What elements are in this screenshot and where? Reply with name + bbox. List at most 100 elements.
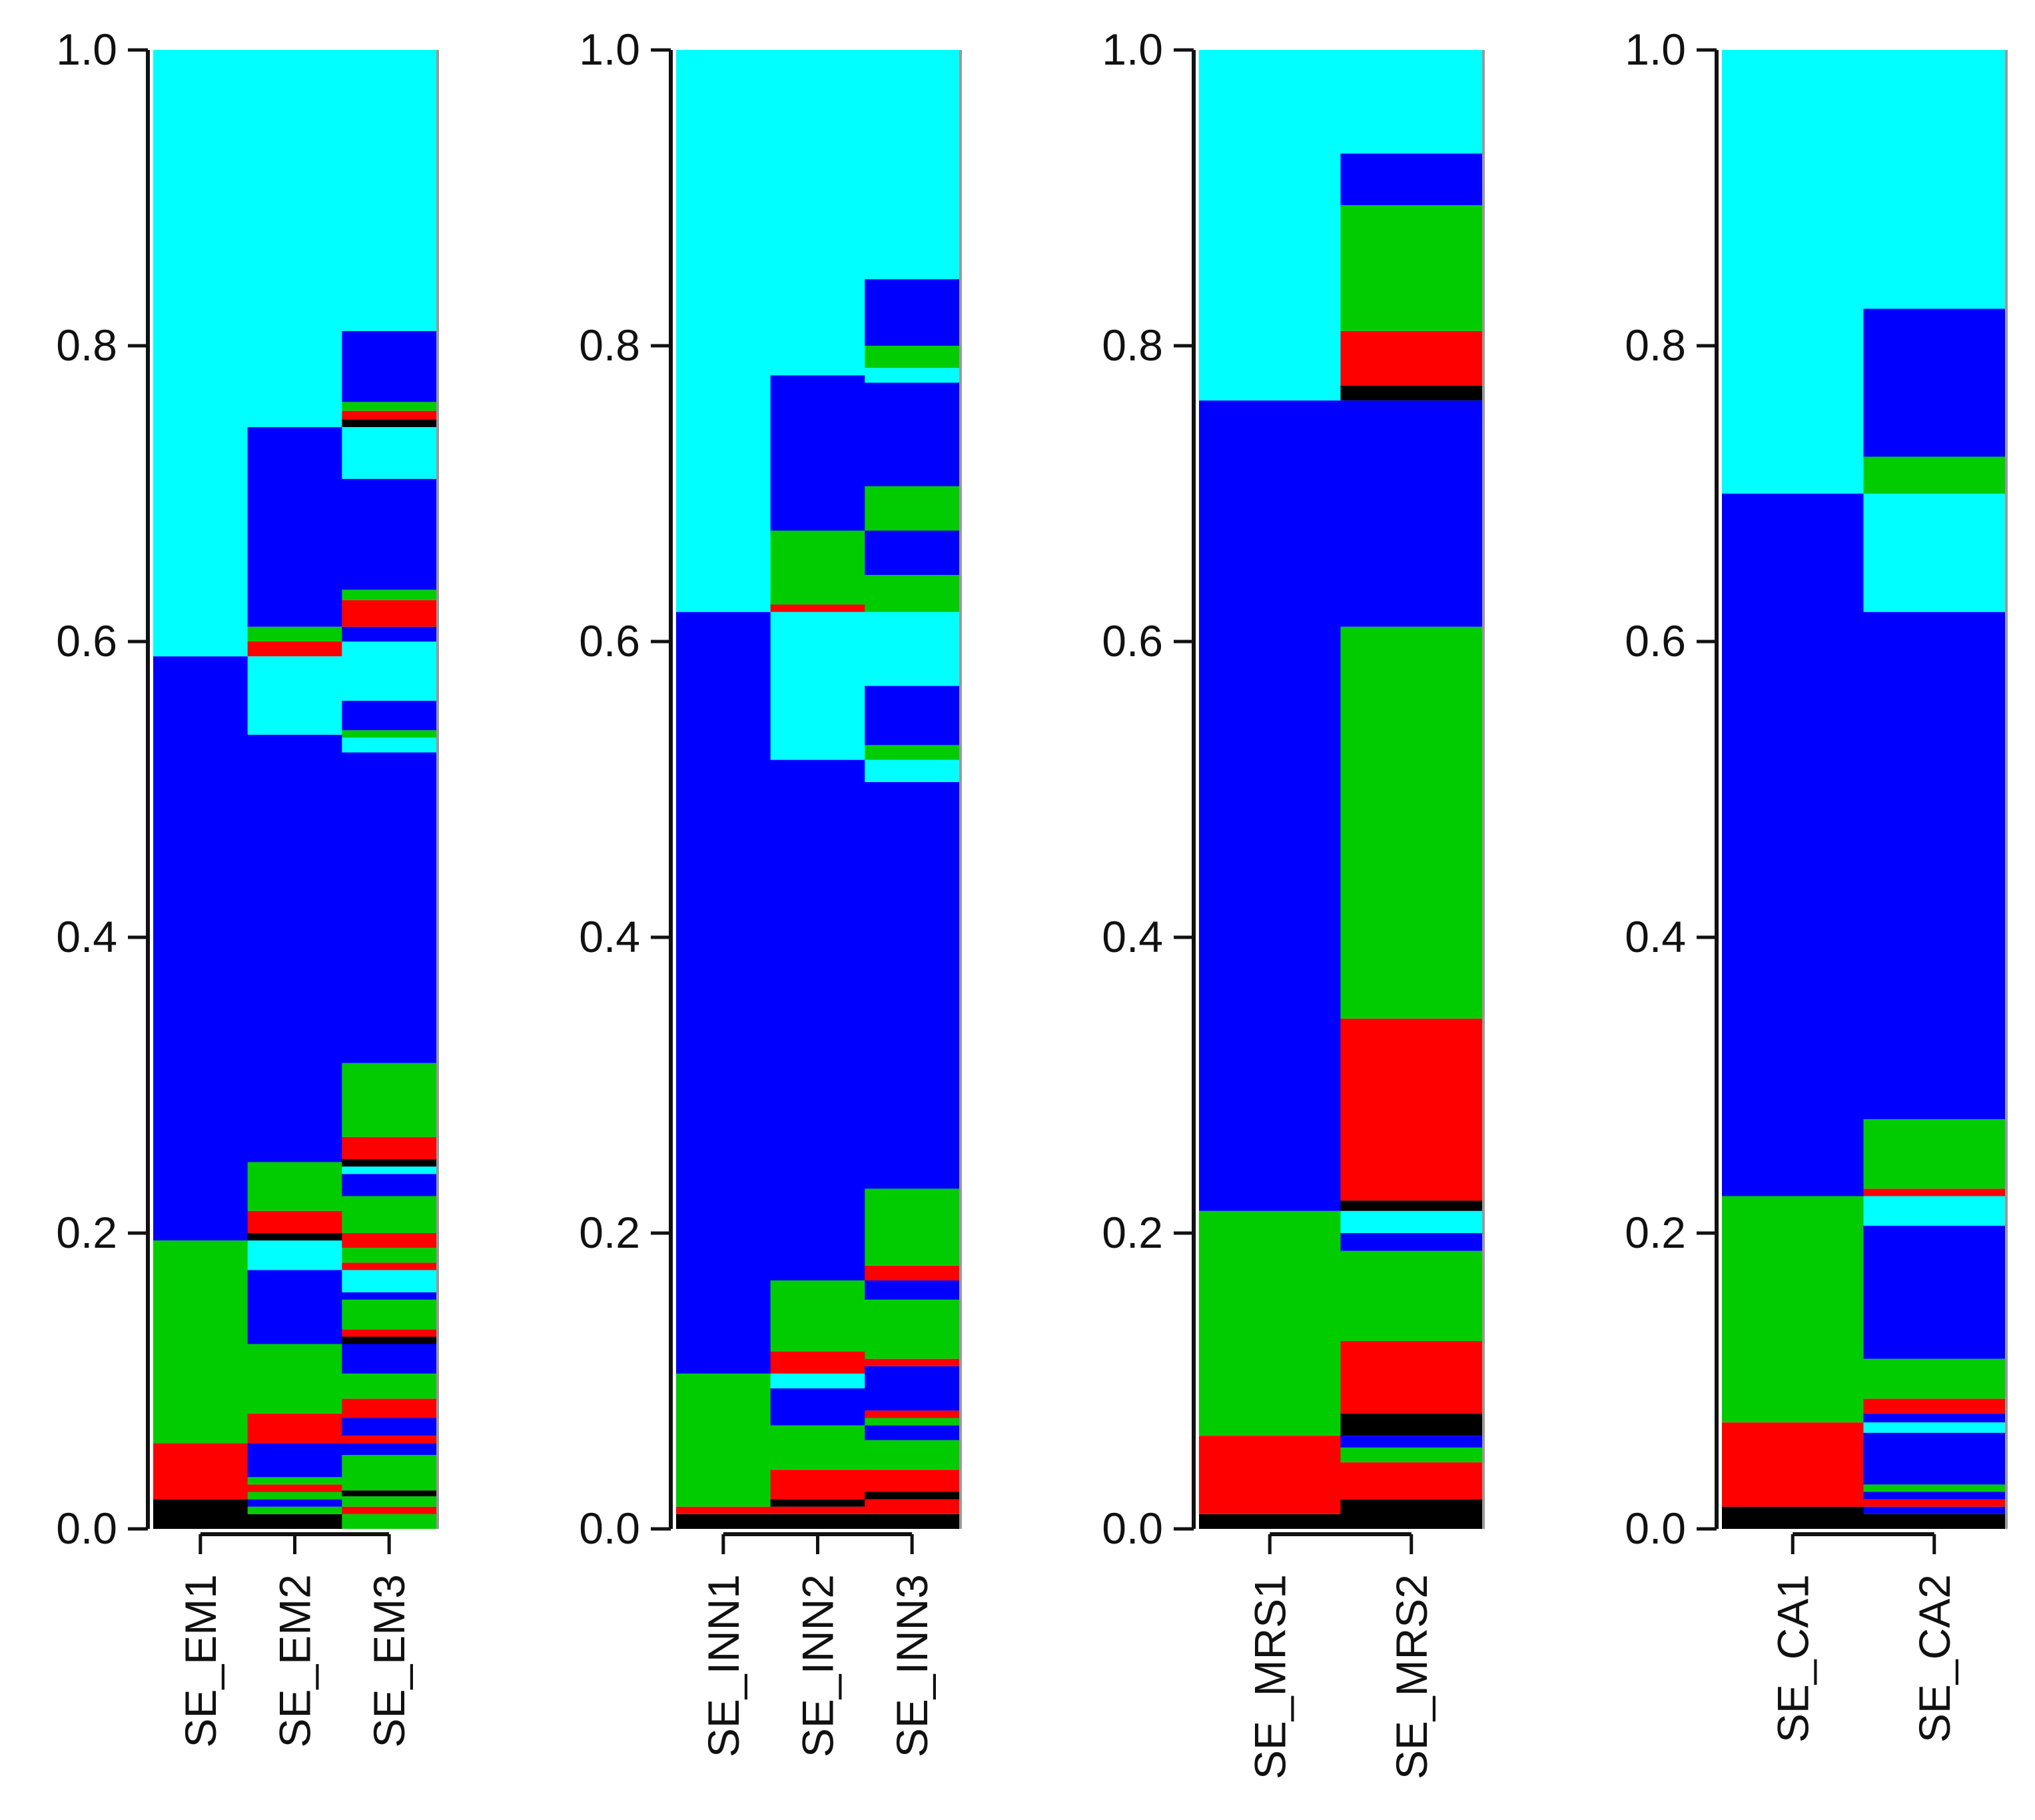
segment-SE_INN3-15-cyan (865, 759, 960, 782)
segment-SE_MRS2-17-cyan (1340, 50, 1483, 154)
segment-SE_EM2-0-black (247, 1514, 342, 1529)
segment-SE_EM3-5-blue (342, 1443, 437, 1455)
segment-SE_CA1-3-blue (1722, 494, 1864, 1196)
x-tick-label-SE_INN1: SE_INN1 (699, 1574, 748, 1757)
segment-SE_INN2-4-green (770, 1425, 865, 1470)
segment-SE_EM2-6-blue (247, 1443, 342, 1478)
segment-SE_INN1-0-black (676, 1514, 771, 1529)
segment-SE_CA1-4-cyan (1722, 50, 1864, 494)
x-tick-label-SE_EM1: SE_EM1 (176, 1574, 225, 1747)
segment-SE_EM3-1-red (342, 1506, 437, 1514)
bar-SE_EM1 (153, 50, 248, 1529)
segment-SE_INN3-22-blue (865, 382, 960, 486)
segment-SE_INN3-9-red (865, 1358, 960, 1366)
segment-SE_INN3-20-blue (865, 530, 960, 576)
bar-SE_INN3 (865, 50, 960, 1529)
y-tick-label-0.6: 0.6 (579, 616, 640, 666)
y-tick-label-0.6: 0.6 (1625, 616, 1686, 666)
segment-SE_EM1-0-black (153, 1499, 248, 1529)
segment-SE_EM3-16-red (342, 1262, 437, 1270)
segment-SE_MRS2-15-green (1340, 205, 1483, 331)
segment-SE_EM3-12-red (342, 1329, 437, 1337)
segment-SE_MRS2-10-red (1340, 1019, 1483, 1201)
segment-SE_INN2-12-green (770, 530, 865, 605)
segment-SE_CA2-1-blue (1863, 1506, 2006, 1514)
segment-SE_CA2-8-red (1863, 1398, 2006, 1414)
segment-SE_EM3-34-cyan (342, 427, 437, 479)
y-tick-label-0.8: 0.8 (56, 320, 117, 370)
panel-1: 0.0 0.2 0.4 0.6 0.8 1.0 SE_EM1 SE_EM2 SE_EM3 (56, 25, 439, 1747)
segment-SE_EM3-0-green (342, 1514, 437, 1529)
panel-4: 0.0 0.2 0.4 0.6 0.8 1.0 SE_CA1 SE_CA2 (1625, 25, 2008, 1743)
segment-SE_EM3-26-cyan (342, 737, 437, 753)
segment-SE_INN3-8-blue (865, 1366, 960, 1411)
segment-SE_CA2-18-cyan (1863, 50, 2006, 309)
segment-SE_INN2-7-red (770, 1351, 865, 1374)
segment-SE_EM2-14-blue (247, 734, 342, 1162)
segment-SE_EM3-8-red (342, 1398, 437, 1418)
y-tick-label-1.0: 1.0 (56, 25, 117, 74)
y-tick-label-1.0: 1.0 (579, 25, 640, 74)
segment-SE_EM3-3-black (342, 1490, 437, 1497)
segment-SE_CA1-0-black (1722, 1506, 1864, 1529)
segment-SE_MRS1-2-green (1199, 1210, 1342, 1436)
segment-SE_INN2-6-cyan (770, 1373, 865, 1389)
segment-SE_MRS2-6-green (1340, 1250, 1483, 1342)
y-tick-label-0.6: 0.6 (56, 616, 117, 666)
segment-SE_EM3-13-green (342, 1299, 437, 1330)
segment-SE_INN3-17-blue (865, 685, 960, 745)
x-tick-label-SE_INN2: SE_INN2 (793, 1574, 843, 1757)
segment-SE_MRS1-3-blue (1199, 400, 1342, 1211)
segment-SE_INN3-21-green (865, 486, 960, 531)
segment-SE_EM3-17-green (342, 1248, 437, 1263)
x-tick-label-SE_MRS2: SE_MRS2 (1387, 1574, 1436, 1779)
y-tick-label-0.8: 0.8 (1102, 320, 1163, 370)
segment-SE_INN2-0-black (770, 1514, 865, 1529)
segment-SE_CA2-4-green (1863, 1484, 2006, 1492)
segment-SE_MRS2-4-black (1340, 1413, 1483, 1436)
segment-SE_EM2-3-green (247, 1492, 342, 1500)
segment-SE_CA2-15-cyan (1863, 494, 2006, 612)
segment-SE_INN2-8-green (770, 1280, 865, 1352)
segment-SE_EM3-22-black (342, 1159, 437, 1167)
segment-SE_EM2-7-red (247, 1413, 342, 1444)
segment-SE_INN3-0-black (865, 1514, 960, 1529)
segment-SE_INN2-10-cyan (770, 612, 865, 760)
segment-SE_CA2-3-blue (1863, 1492, 2006, 1500)
segment-SE_EM1-1-red (153, 1443, 248, 1500)
segment-SE_MRS2-12-blue (1340, 400, 1483, 627)
bar-SE_CA1 (1722, 50, 1864, 1529)
segment-SE_EM3-10-blue (342, 1344, 437, 1374)
x-tick-label-SE_EM2: SE_EM2 (270, 1574, 320, 1747)
panel-3: 0.0 0.2 0.4 0.6 0.8 1.0 SE_MRS1 SE_MRS2 (1102, 25, 1485, 1779)
segment-SE_EM3-28-blue (342, 700, 437, 731)
segment-SE_EM2-15-cyan (247, 656, 342, 735)
segment-SE_EM3-32-green (342, 590, 437, 600)
segment-SE_EM3-39-cyan (342, 50, 437, 331)
bar-SE_CA2 (1863, 50, 2006, 1529)
segment-SE_MRS2-14-red (1340, 330, 1483, 386)
bar-SE_INN2 (770, 50, 865, 1529)
segment-SE_CA2-5-blue (1863, 1432, 2006, 1485)
segment-SE_EM2-18-blue (247, 427, 342, 627)
x-tick-label-SE_MRS1: SE_MRS1 (1245, 1574, 1294, 1779)
segment-SE_EM2-9-blue (247, 1270, 342, 1344)
segment-SE_CA1-2-green (1722, 1196, 1864, 1423)
segment-SE_CA2-6-cyan (1863, 1422, 2006, 1433)
y-tick-label-0.2: 0.2 (56, 1208, 117, 1257)
segment-SE_INN3-24-green (865, 346, 960, 368)
y-tick-label-0.4: 0.4 (56, 912, 117, 961)
segment-SE_EM3-35-black (342, 420, 437, 428)
y-tick-label-1.0: 1.0 (1625, 25, 1686, 74)
segment-SE_EM3-30-blue (342, 626, 437, 642)
segment-SE_INN2-1-red (770, 1506, 865, 1514)
segment-SE_INN3-10-green (865, 1299, 960, 1359)
segment-SE_INN1-2-green (676, 1373, 771, 1507)
segment-SE_MRS2-11-green (1340, 626, 1483, 1019)
segment-SE_EM3-27-green (342, 730, 437, 738)
segment-SE_CA2-9-green (1863, 1358, 2006, 1399)
segment-SE_INN3-12-red (865, 1265, 960, 1281)
segment-SE_EM2-17-green (247, 626, 342, 642)
segment-SE_INN3-11-blue (865, 1280, 960, 1300)
segment-SE_MRS2-1-red (1340, 1462, 1483, 1500)
